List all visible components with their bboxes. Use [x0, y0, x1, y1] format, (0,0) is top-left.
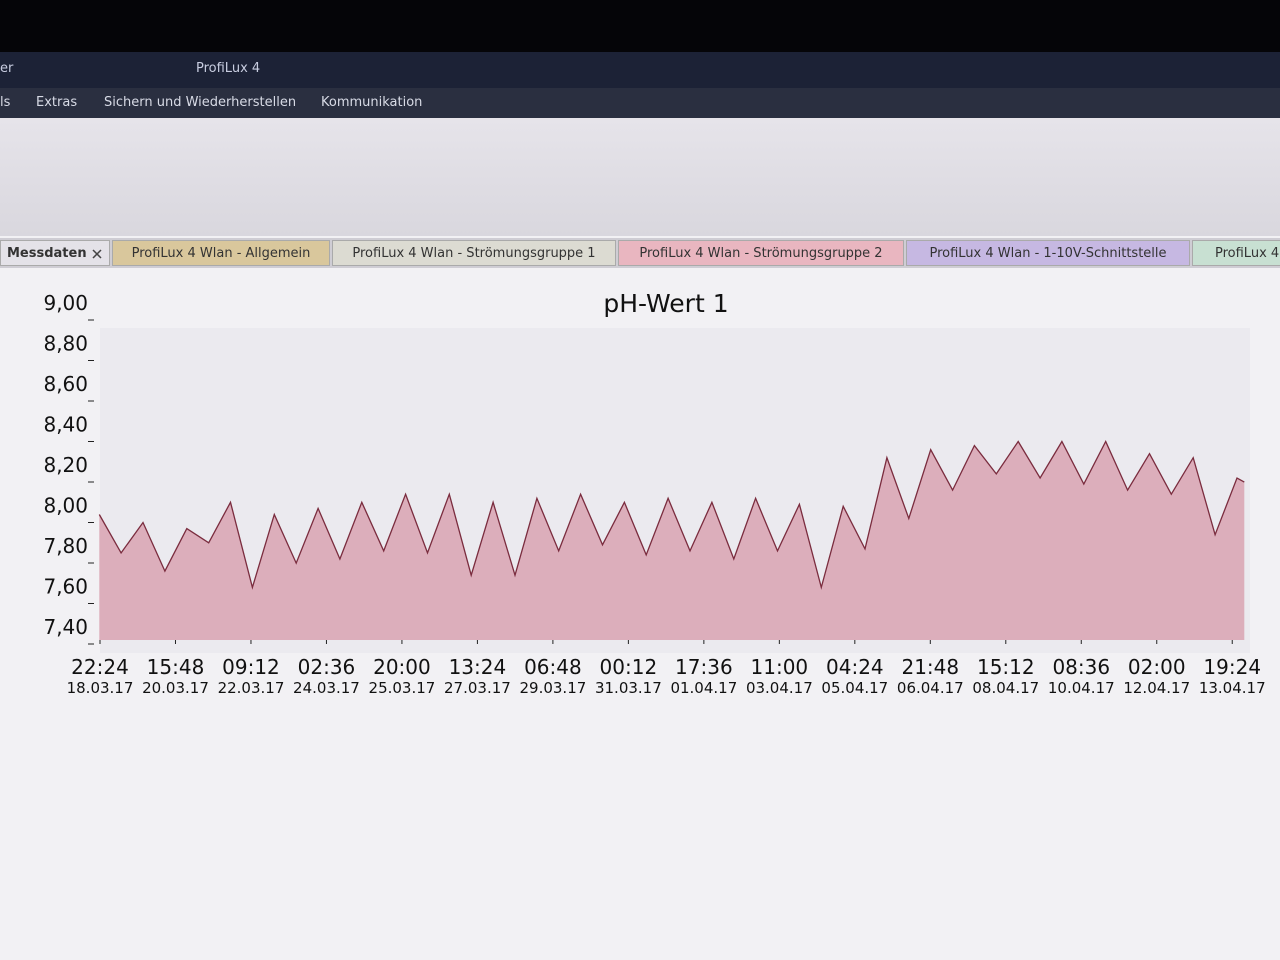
menu-bar: ls Extras Sichern und Wiederherstellen K… — [0, 88, 1280, 118]
x-tick-label: 21:48 — [901, 655, 959, 679]
x-tick-sublabel: 25.03.17 — [369, 679, 436, 697]
x-tick-label: 17:36 — [675, 655, 733, 679]
menu-item[interactable]: Extras — [36, 95, 78, 110]
x-tick-sublabel: 18.03.17 — [67, 679, 134, 697]
x-tick-label: 00:12 — [600, 655, 658, 679]
x-tick-label: 04:24 — [826, 655, 884, 679]
x-tick-sublabel: 01.04.17 — [670, 679, 737, 697]
y-tick-label: 7,40 — [43, 615, 88, 639]
y-tick-label: 8,60 — [43, 372, 88, 396]
tab-strip: Messdaten ProfiLux 4 Wlan - Allgemein Pr… — [0, 238, 1280, 268]
menu-item[interactable]: Sichern und Wiederherstellen — [104, 95, 297, 110]
tab[interactable]: ProfiLux 4 Wlan - 1-10V-Schnittstelle — [906, 240, 1190, 266]
x-tick-label: 08:36 — [1052, 655, 1110, 679]
menu-item[interactable]: Kommunikation — [321, 95, 423, 110]
x-tick-sublabel: 06.04.17 — [897, 679, 964, 697]
chart: pH-Wert 1 7,40 7,60 7,80 8,00 8,20 8,40 8,60 8,… — [43, 289, 1266, 697]
x-tick-sublabel: 05.04.17 — [821, 679, 888, 697]
tab[interactable]: Messdaten — [0, 240, 110, 266]
x-tick-label: 20:00 — [373, 655, 431, 679]
x-tick-sublabel: 24.03.17 — [293, 679, 360, 697]
window-title: ProfiLux 4 — [196, 61, 261, 76]
x-tick-label: 09:12 — [222, 655, 280, 679]
tab[interactable]: ProfiLux 4 Wlan - Strömungsgruppe 2 — [618, 240, 904, 266]
y-tick-label: 7,80 — [43, 534, 88, 558]
y-tick-label: 8,80 — [43, 332, 88, 356]
y-tick-label: 8,20 — [43, 453, 88, 477]
x-tick-label: 06:48 — [524, 655, 582, 679]
x-tick-sublabel: 10.04.17 — [1048, 679, 1115, 697]
y-tick-label: 8,40 — [43, 413, 88, 437]
x-tick-label: 15:48 — [147, 655, 205, 679]
x-tick-sublabel: 29.03.17 — [519, 679, 586, 697]
window-title-cut: er — [0, 61, 14, 76]
x-tick-sublabel: 08.04.17 — [972, 679, 1039, 697]
chart-title: pH-Wert 1 — [603, 289, 728, 318]
tab[interactable]: ProfiLux 4 Wlan - Allgemein — [112, 240, 330, 266]
x-tick-sublabel: 12.04.17 — [1123, 679, 1190, 697]
y-tick-label: 8,00 — [43, 494, 88, 518]
x-tick-sublabel: 27.03.17 — [444, 679, 511, 697]
x-tick-sublabel: 20.03.17 — [142, 679, 209, 697]
area-fill — [99, 441, 1245, 640]
x-tick-label: 11:00 — [751, 655, 809, 679]
tab[interactable]: ProfiLux 4 — [1192, 240, 1280, 266]
monitor-bezel — [0, 0, 1280, 52]
x-tick-label: 19:24 — [1203, 655, 1261, 679]
x-tick-sublabel: 31.03.17 — [595, 679, 662, 697]
tab[interactable]: ProfiLux 4 Wlan - Strömungsgruppe 1 — [332, 240, 616, 266]
x-tick-sublabel: 03.04.17 — [746, 679, 813, 697]
x-tick-label: 02:36 — [298, 655, 356, 679]
title-bar: er ProfiLux 4 — [0, 52, 1280, 88]
close-icon[interactable] — [91, 248, 103, 260]
y-tick-label: 9,00 — [43, 291, 88, 315]
data-line — [98, 440, 1245, 590]
x-tick-label: 13:24 — [449, 655, 507, 679]
menu-item[interactable]: ls — [0, 95, 11, 110]
x-tick-label: 22:24 — [71, 655, 129, 679]
tab-label: Messdaten — [7, 246, 87, 261]
x-tick-sublabel: 22.03.17 — [218, 679, 285, 697]
y-tick-label: 7,60 — [43, 575, 88, 599]
x-tick-label: 15:12 — [977, 655, 1035, 679]
x-tick-label: 02:00 — [1128, 655, 1186, 679]
ribbon — [0, 118, 1280, 236]
x-tick-sublabel: 13.04.17 — [1199, 679, 1266, 697]
